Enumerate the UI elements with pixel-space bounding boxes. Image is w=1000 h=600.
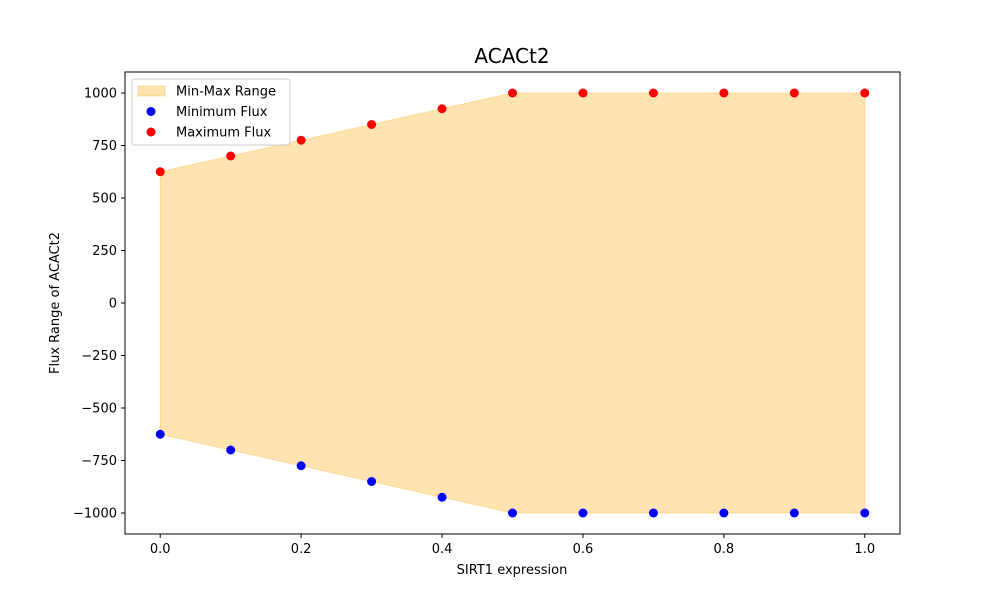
- maximum-flux-point: [508, 88, 517, 98]
- chart-title: ACACt2: [474, 44, 549, 68]
- maximum-flux-point: [367, 120, 377, 129]
- y-tick-label: −1000: [73, 507, 117, 522]
- plot-area: 0.0 0.2 0.4 0.6 0.8 1.0 1000 750 500 250 0 −250 −500…: [73, 71, 901, 557]
- maximum-flux-point: [226, 151, 236, 161]
- maximum-flux-point: [648, 88, 658, 98]
- maximum-flux-point: [155, 167, 165, 177]
- minimum-flux-point: [860, 508, 870, 518]
- x-tick-label: 0.4: [432, 542, 453, 557]
- legend-swatch-min-max-range: [137, 85, 166, 97]
- x-tick-label: 0.6: [573, 542, 594, 557]
- y-tick-label: 500: [92, 192, 117, 207]
- minimum-flux-point: [789, 508, 799, 518]
- minimum-flux-point: [648, 508, 658, 518]
- y-tick-label: −250: [81, 349, 117, 364]
- minimum-flux-point: [296, 461, 306, 471]
- x-axis-label: SIRT1 expression: [457, 563, 568, 578]
- x-tick-label: 0.2: [291, 542, 312, 557]
- maximum-flux-point: [578, 88, 588, 98]
- minimum-flux-point: [155, 429, 165, 439]
- y-tick-label: −500: [81, 402, 117, 417]
- minimum-flux-point: [719, 508, 729, 518]
- maximum-flux-point: [296, 135, 306, 145]
- maximum-flux-point: [860, 88, 870, 98]
- minimum-flux-point: [367, 477, 377, 486]
- minimum-flux-point: [437, 492, 447, 502]
- min-max-range-area: [159, 92, 866, 514]
- x-tick-label: 0.8: [714, 542, 735, 557]
- legend: Min-Max Range Minimum Flux Maximum Flux: [131, 78, 291, 146]
- minimum-flux-point: [508, 508, 517, 518]
- minimum-flux-point: [578, 508, 588, 518]
- legend-marker-maximum-flux: [146, 127, 156, 137]
- maximum-flux-point: [719, 88, 729, 98]
- y-tick-label: 250: [92, 244, 117, 259]
- y-tick-label: 0: [109, 297, 117, 312]
- legend-label-maximum-flux: Maximum Flux: [176, 126, 272, 141]
- maximum-flux-point: [789, 88, 799, 98]
- legend-label-min-max-range: Min-Max Range: [176, 85, 276, 100]
- y-tick-label: 1000: [84, 87, 117, 102]
- y-tick-label: 750: [92, 139, 117, 154]
- x-tick-label: 1.0: [854, 542, 875, 557]
- maximum-flux-point: [437, 104, 447, 114]
- legend-marker-minimum-flux: [146, 107, 156, 116]
- legend-box: [131, 78, 291, 146]
- x-tick-label: 0.0: [150, 542, 171, 557]
- y-tick-label: −750: [81, 454, 117, 469]
- y-axis-label: Flux Range of ACACt2: [48, 232, 63, 374]
- minimum-flux-point: [226, 445, 236, 455]
- legend-label-minimum-flux: Minimum Flux: [176, 105, 268, 120]
